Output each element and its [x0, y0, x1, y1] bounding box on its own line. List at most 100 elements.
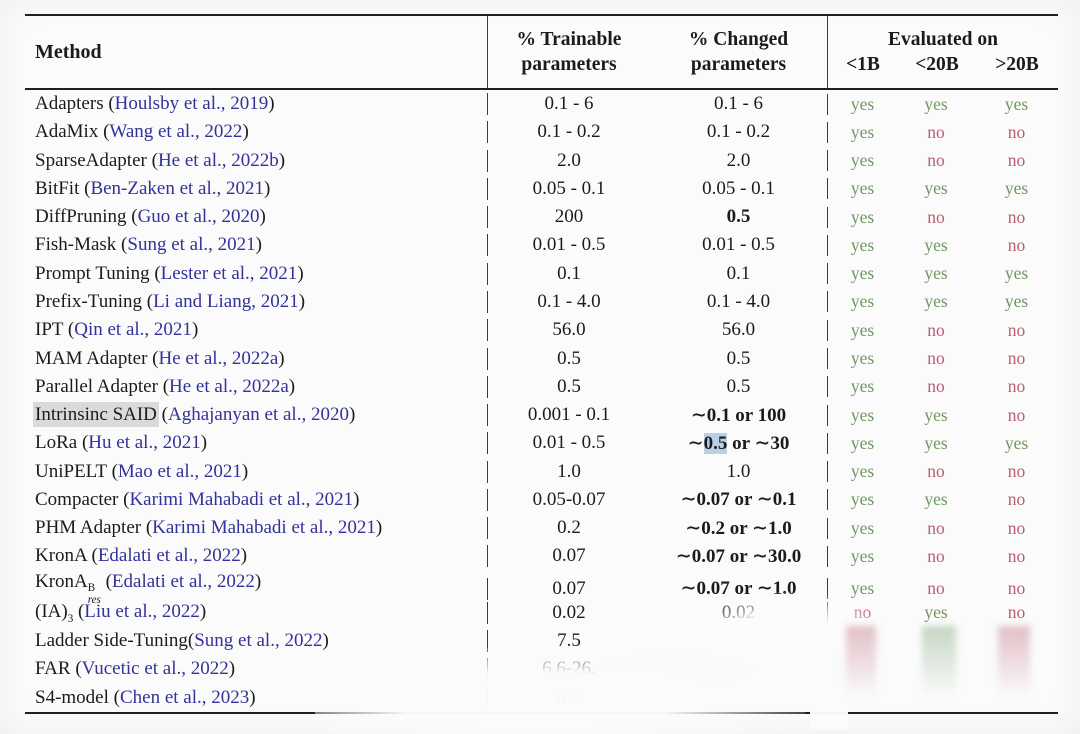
trainable-parameters-cell: 0.05-0.07: [487, 488, 650, 511]
citation-link[interactable]: Lester et al., 2021: [160, 262, 298, 284]
method-name: S4-model: [35, 686, 109, 708]
eval-gt20b-cell: no: [1007, 319, 1026, 340]
method-cell: KronA (Edalati et al., 2022): [35, 545, 248, 567]
method-name: DiffPruning: [35, 206, 127, 228]
eval-lt1b-cell: yes: [827, 545, 897, 567]
superscript: 3: [67, 612, 74, 625]
method-name: Intrinsinc SAID: [35, 404, 157, 426]
changed-parameters-cell: 56.0: [721, 319, 756, 341]
changed-parameters-cell: 0.1 - 6: [713, 93, 764, 115]
eval-gt20b-cell: no: [1007, 376, 1026, 397]
trainable-parameters-cell: 0.07: [487, 577, 650, 600]
method-cell: LoRa (Hu et al., 2021): [35, 432, 208, 454]
eval-lt20b-cell: yes: [924, 93, 948, 114]
citation-link[interactable]: Ben-Zaken et al., 2021: [90, 177, 265, 199]
eval-gt20b-cell: no: [1007, 578, 1026, 599]
citation-link[interactable]: Liu et al., 2022: [84, 600, 200, 622]
citation-link[interactable]: Chen et al., 2023: [119, 686, 250, 708]
trainable-parameters-cell: 6.6-26.: [487, 658, 650, 681]
eval-lt1b-cell: yes: [827, 263, 897, 285]
method-name: Parallel Adapter: [35, 375, 158, 397]
citation-link[interactable]: Houlsby et al., 2019: [114, 93, 269, 115]
trainable-parameters-cell: 0.5: [487, 686, 650, 709]
method-name: BitFit: [35, 177, 80, 199]
method-name: Prefix-Tuning: [35, 290, 142, 312]
changed-value-part: ∼: [687, 432, 704, 454]
eval-lt20b-cell: yes: [924, 291, 948, 312]
table-row: Adapters (Houlsby et al., 2019) 0.1 - 6 0.…: [25, 90, 1058, 118]
method-cell: Prefix-Tuning (Li and Liang, 2021): [35, 290, 306, 312]
changed-parameters-cell: ∼0.07 or ∼0.1: [680, 489, 797, 511]
eval-gt20b-cell: no: [1007, 602, 1026, 623]
eval-lt20b-cell: no: [927, 376, 945, 397]
method-name: IPT: [35, 319, 64, 341]
table-row: KronA (Edalati et al., 2022) 0.07 ∼0.07 or…: [25, 542, 1058, 570]
changed-parameters-cell: ∼0.5 or ∼30: [650, 432, 827, 455]
header-trainable-parameters: % Trainable parameters: [487, 16, 650, 88]
citation-link[interactable]: He et al., 2022a: [169, 375, 289, 397]
table-row: Compacter (Karimi Mahabadi et al., 2021)…: [25, 486, 1058, 514]
method-cell: AdaMix (Wang et al., 2022): [35, 121, 249, 143]
changed-parameters-cell: 2.0: [726, 149, 751, 171]
subscript: res: [87, 594, 101, 607]
citation-link[interactable]: Edalati et al., 2022: [97, 545, 241, 567]
citation-link[interactable]: Edalati et al., 2022: [111, 570, 255, 592]
citation-link[interactable]: Aghajanyan et al., 2020: [167, 404, 349, 426]
eval-gt20b-cell: no: [1007, 234, 1026, 255]
table-row: Ladder Side-Tuning(Sung et al., 2022) 7.5: [25, 627, 1058, 655]
trainable-parameters-cell: 0.01 - 0.5: [487, 432, 650, 455]
citation-link[interactable]: Guo et al., 2020: [137, 206, 260, 228]
header-trainable-line1: % Trainable: [516, 28, 622, 50]
method-cell: Compacter (Karimi Mahabadi et al., 2021): [35, 488, 360, 510]
trainable-parameters-cell: 2.0: [487, 149, 650, 172]
eval-gt20b-cell: no: [1007, 461, 1026, 482]
eval-gt20b-cell: yes: [1004, 178, 1029, 199]
eval-lt20b-cell: no: [927, 319, 945, 340]
citation-link[interactable]: Vucetic et al., 2022: [81, 658, 229, 680]
citation-link[interactable]: Sung et al., 2022: [194, 630, 323, 652]
eval-lt1b-cell: yes: [827, 432, 897, 454]
method-cell: Intrinsinc SAID (Aghajanyan et al., 2020…: [35, 404, 356, 426]
method-name: PHM Adapter: [35, 517, 142, 539]
eval-lt20b-cell: yes: [924, 489, 948, 510]
header-col-lt20b: <20B: [915, 54, 959, 75]
eval-gt20b-cell: yes: [1004, 93, 1029, 114]
header-method: Method: [35, 40, 102, 63]
changed-parameters-cell: ∼0.2 or ∼1.0: [685, 517, 792, 539]
header-col-lt1b: <1B: [846, 54, 880, 75]
superscript: B: [87, 582, 96, 595]
citation-link[interactable]: Sung et al., 2021: [127, 234, 256, 256]
eval-lt1b-cell: yes: [827, 578, 897, 600]
table-row: Fish-Mask (Sung et al., 2021) 0.01 - 0.5 0…: [25, 231, 1058, 259]
method-name: Compacter: [35, 488, 119, 510]
method-name: Adapters: [35, 93, 104, 115]
citation-link[interactable]: Hu et al., 2021: [88, 432, 201, 454]
eval-gt20b-cell: no: [1007, 489, 1026, 510]
citation-link[interactable]: He et al., 2022a: [158, 347, 279, 369]
citation-link[interactable]: Karimi Mahabadi et al., 2021: [129, 488, 354, 510]
citation-link[interactable]: Li and Liang, 2021: [153, 290, 299, 312]
citation-link[interactable]: Wang et al., 2022: [109, 121, 243, 143]
header-changed-parameters: % Changed parameters: [650, 16, 827, 88]
eval-lt1b-cell: yes: [827, 291, 897, 313]
eval-lt1b-cell: yes: [827, 348, 897, 370]
trainable-parameters-cell: 0.01 - 0.5: [487, 234, 650, 257]
trainable-parameters-cell: 200: [487, 206, 650, 229]
method-supsub: 3: [67, 612, 74, 626]
header-eval-subcolumns: <1B <20B >20B: [828, 52, 1058, 77]
eval-lt1b-cell: yes: [827, 178, 897, 200]
method-cell: DiffPruning (Guo et al., 2020): [35, 206, 266, 228]
citation-link[interactable]: Mao et al., 2021: [117, 460, 242, 482]
citation-link[interactable]: He et al., 2022b: [157, 149, 279, 171]
citation-link[interactable]: Karimi Mahabadi et al., 2021: [152, 517, 376, 539]
changed-parameters-cell: ∼0.07 or ∼1.0: [680, 578, 797, 600]
eval-gt20b-cell: no: [1007, 150, 1026, 171]
citation-link[interactable]: Qin et al., 2021: [74, 319, 192, 341]
eval-gt20b-cell: yes: [1004, 291, 1029, 312]
eval-gt20b-cell: no: [1007, 206, 1026, 227]
changed-parameters-cell: 0.05 - 0.1: [702, 177, 775, 199]
eval-lt20b-cell: yes: [924, 234, 948, 255]
